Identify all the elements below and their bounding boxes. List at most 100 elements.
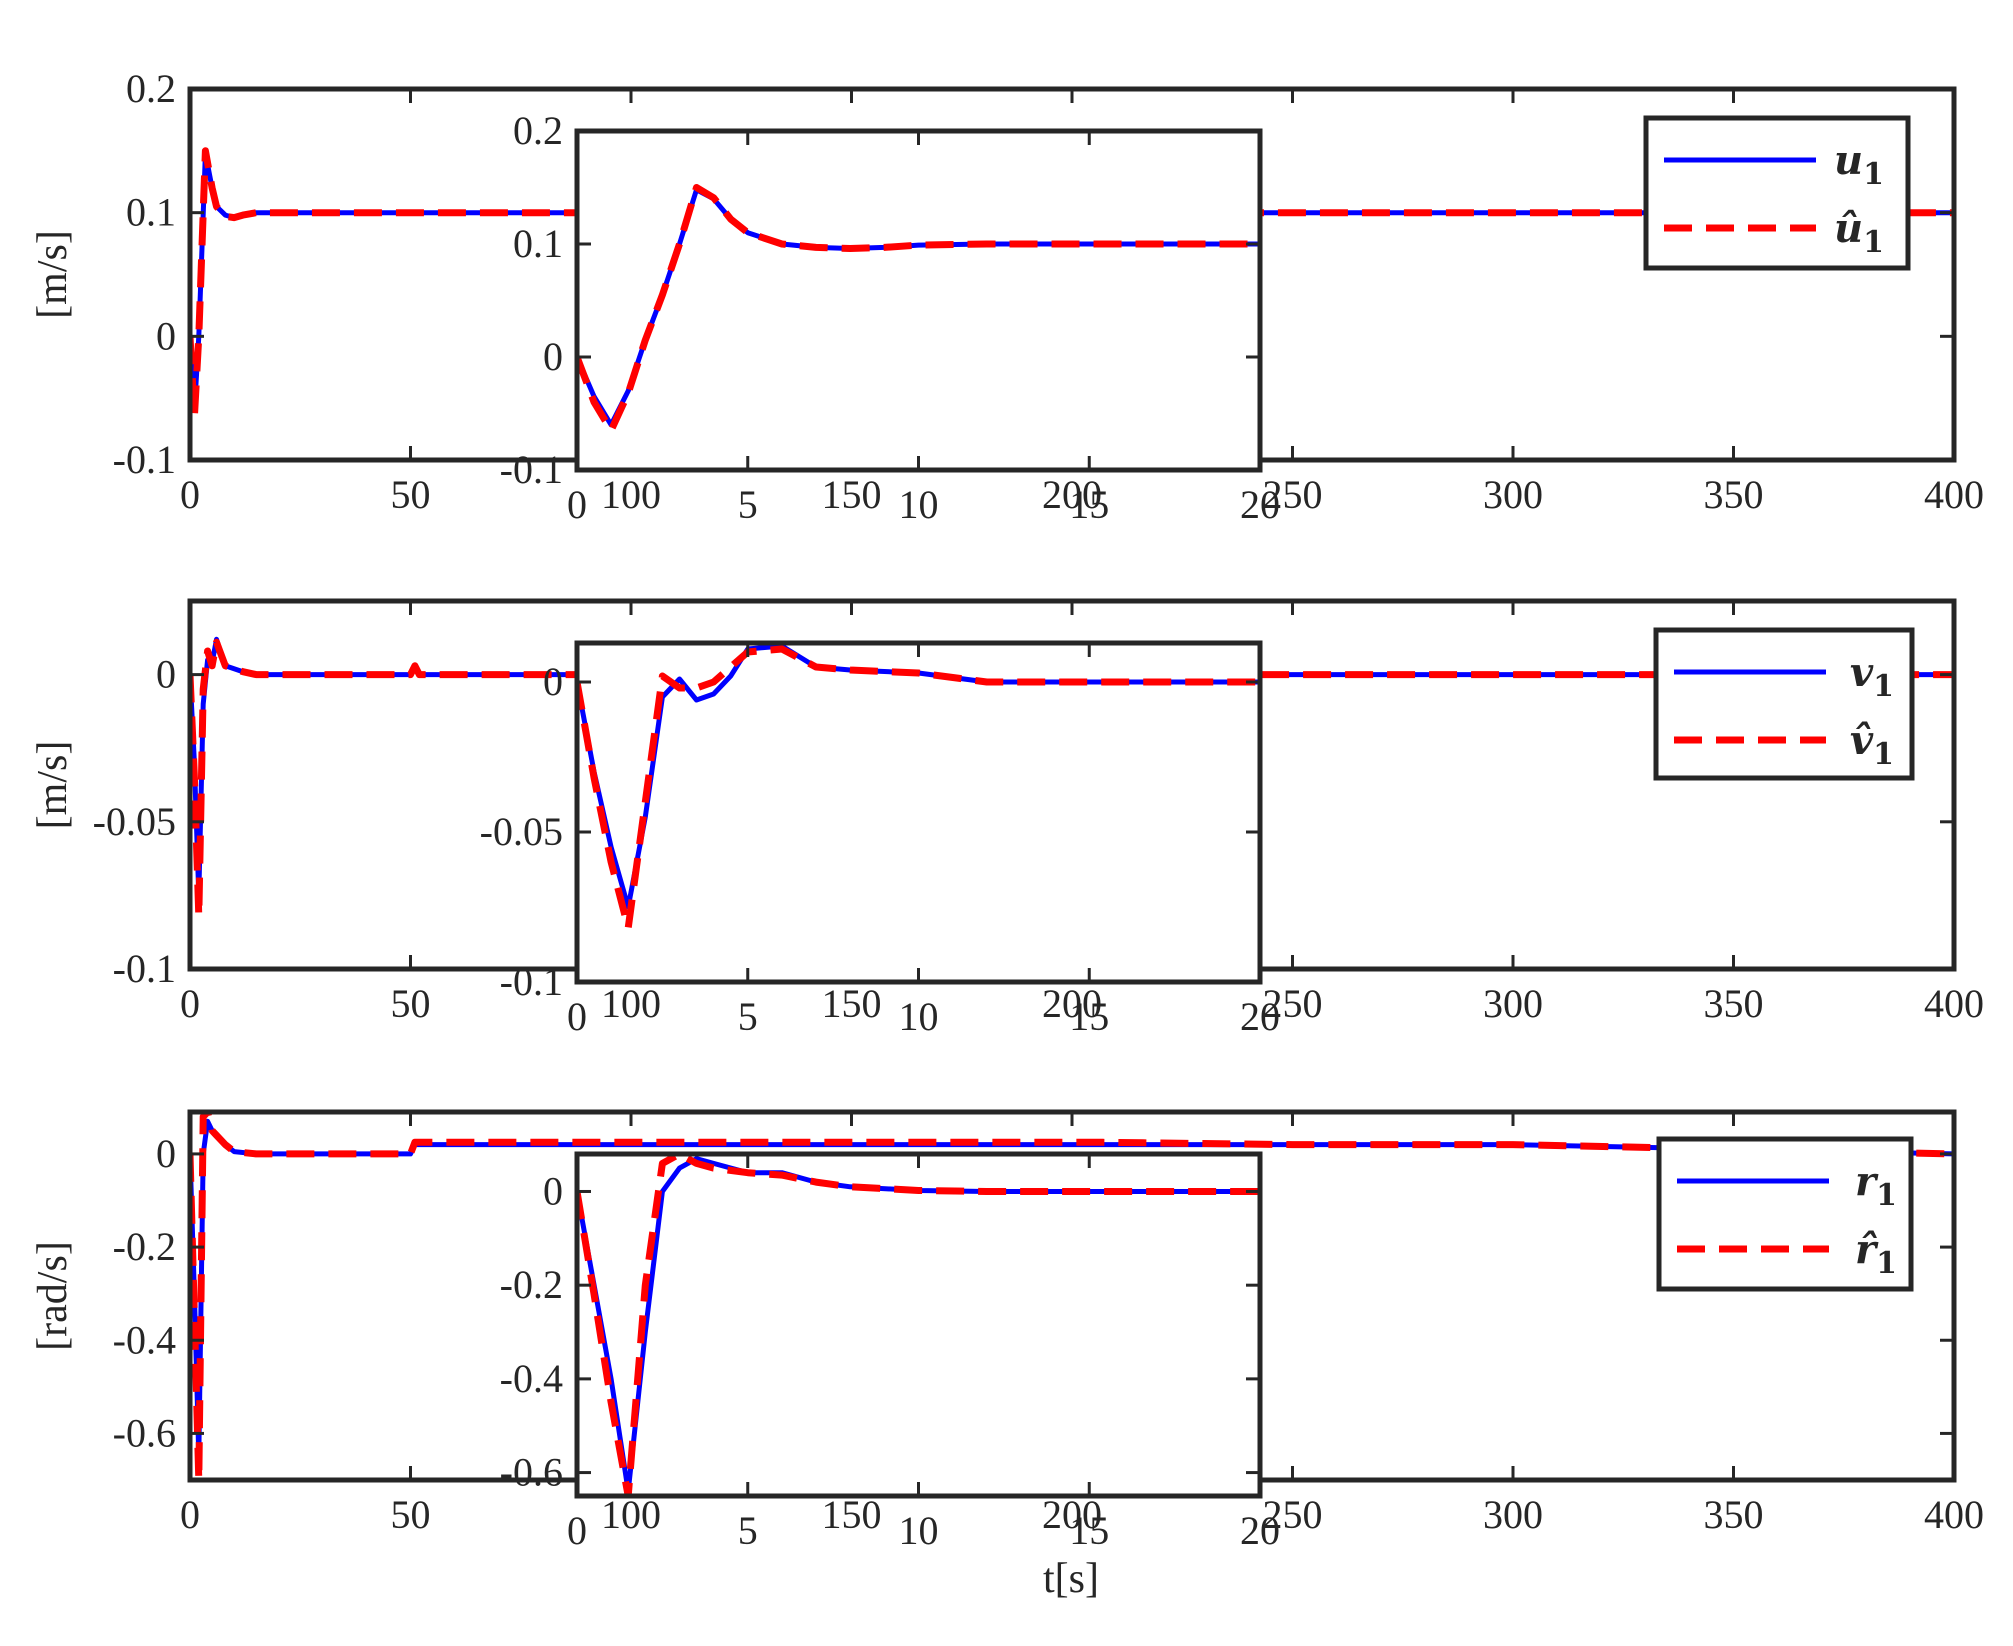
panel-2-y-tick-label: -0.05 (93, 799, 176, 844)
panel-1-x-tick-label: 150 (822, 472, 882, 517)
panel-1-x-tick-label: 400 (1924, 472, 1984, 517)
panel-1-inset-x-tick-label: 5 (738, 482, 758, 527)
legend-label-subscript: 1 (1863, 225, 1884, 260)
panel-3-x-tick-label: 250 (1263, 1492, 1323, 1537)
panel-2-y-tick-label: -0.1 (113, 946, 176, 991)
x-axis-title: t[s] (1043, 1556, 1099, 1602)
panel-2-inset-x-tick-label: 10 (899, 994, 939, 1039)
panel-1-legend-box (1643, 115, 1911, 271)
panel-3-inset-series-estimated-line (577, 1154, 1260, 1496)
panel-1-x-tick-label: 0 (180, 472, 200, 517)
panel-1-x-tick-label: 350 (1704, 472, 1764, 517)
panel-3-x-tick-label: 100 (601, 1492, 661, 1537)
panel-3-inset-x-tick-label: 10 (899, 1508, 939, 1553)
panel-2-x-tick-label: 50 (391, 981, 431, 1026)
legend-label-symbol: r̂ (1855, 1226, 1879, 1273)
panel-2-inset-series-estimated-line (577, 645, 1260, 932)
panel-2-inset-y-tick-label: -0.1 (500, 959, 563, 1004)
panel-1-legend-label: û1 (1834, 205, 1884, 260)
panel-3-inset-y-tick-label: -0.6 (500, 1450, 563, 1495)
panel-2-inset-series-group (577, 643, 1260, 932)
legend-label-subscript: 1 (1876, 1178, 1897, 1213)
panel-3-legend-label: r̂1 (1855, 1226, 1897, 1281)
panel-2-inset-y-tick-label: -0.05 (480, 809, 563, 854)
panel-2-legend: v1v̂1 (1653, 627, 1915, 781)
panel-3-series-group (190, 1112, 1954, 1480)
panel-3-legend: r1r̂1 (1656, 1136, 1914, 1292)
panel-3-inset-x-tick-label: 5 (738, 1508, 758, 1553)
panel-1-inset-background (577, 131, 1260, 470)
panel-2-y-axis-title: [m/s] (30, 741, 76, 830)
legend-label-symbol: û (1834, 205, 1863, 252)
panel-3-y-tick-label: 0 (156, 1131, 176, 1176)
panel-3-inset-background (577, 1154, 1260, 1496)
panel-3-x-tick-label: 0 (180, 1492, 200, 1537)
panel-3-y-axis-title: [rad/s] (30, 1241, 76, 1351)
legend-label-symbol: v̂ (1850, 717, 1874, 764)
panel-2-inset-group: 0 5 10 15 20 -0.1 -0.05 0 (480, 640, 1280, 1039)
panel-2-legend-box (1653, 627, 1915, 781)
legend-label-subscript: 1 (1876, 1246, 1897, 1281)
panel-2-x-tick-label: 250 (1263, 981, 1323, 1026)
panel-1-x-tick-label: 250 (1263, 472, 1323, 517)
panel-2-y-tick-label: 0 (156, 652, 176, 697)
panel-1-inset-y-tick-label: 0 (543, 334, 563, 379)
panel-3-inset-x-tick-label: 20 (1240, 1508, 1280, 1553)
panel-3-inset-y-tick-label: -0.4 (500, 1356, 563, 1401)
panel-1-x-tick-label: 200 (1042, 472, 1102, 517)
panel-1-inset-group: 0 5 10 15 20-0.100.10.2 (500, 108, 1280, 527)
panel-1-inset-y-tick-label: -0.1 (500, 447, 563, 492)
legend-label-subscript: 1 (1873, 737, 1894, 772)
legend-label-subscript: 1 (1873, 669, 1894, 704)
panel-1-inset-x-tick-label: 0 (567, 482, 587, 527)
panel-3-inset-x-tick-label: 15 (1069, 1508, 1109, 1553)
panel-3-x-tick-label: 50 (391, 1492, 431, 1537)
panel-1-inset-y-tick-label: 0.2 (513, 108, 563, 153)
legend-label-symbol: r (1855, 1158, 1879, 1205)
legend-label-subscript: 1 (1863, 157, 1884, 192)
panel-3-x-tick-label: 200 (1042, 1492, 1102, 1537)
panel-3-inset-group: 0 5 10 15 20 -0.6 -0.4 -0.2 0 (500, 1151, 1280, 1553)
panel-3-series-estimated-line (190, 1112, 1954, 1480)
panel-1-inset-x-tick-label: 10 (899, 482, 939, 527)
panel-1-y-tick-label: 0.2 (126, 66, 176, 111)
legend-label-symbol: v (1850, 649, 1874, 696)
panel-2-inset-y-tick-label: 0 (543, 659, 563, 704)
panel-2-inset-x-tick-label: 15 (1069, 994, 1109, 1039)
panel-2-legend-label: v1 (1850, 649, 1894, 704)
panel-2-x-tick-label: 350 (1704, 981, 1764, 1026)
panel-1-y-tick-label: 0 (156, 313, 176, 358)
panel-1-inset-series-group (577, 184, 1260, 434)
panel-3-inset-x-tick-label: 0 (567, 1508, 587, 1553)
panel-3-inset-y-tick-label: -0.2 (500, 1262, 563, 1307)
panel-3-x-tick-label: 300 (1483, 1492, 1543, 1537)
legend-label-symbol: u (1834, 137, 1863, 184)
panel-3-y-tick-label: -0.4 (113, 1317, 176, 1362)
panel-2-inset-x-tick-label: 0 (567, 994, 587, 1039)
panel-3-x-tick-label: 350 (1704, 1492, 1764, 1537)
panel-1-x-tick-label: 50 (391, 472, 431, 517)
panel-2-inset-background (577, 643, 1260, 982)
panel-1-legend-label: u1 (1834, 137, 1884, 192)
panel-3-inset-y-tick-label: 0 (543, 1168, 563, 1213)
panel-2-x-tick-label: 100 (601, 981, 661, 1026)
panel-3-y-tick-label: -0.2 (113, 1224, 176, 1269)
panel-2-x-tick-label: 150 (822, 981, 882, 1026)
panel-1-inset-y-tick-label: 0.1 (513, 221, 563, 266)
panel-1-x-tick-label: 100 (601, 472, 661, 517)
panel-2-x-tick-label: 300 (1483, 981, 1543, 1026)
panel-3-x-tick-label: 400 (1924, 1492, 1984, 1537)
panel-2-inset-x-tick-label: 20 (1240, 994, 1280, 1039)
panel-2-legend-label: v̂1 (1850, 717, 1894, 772)
panel-1-inset-x-tick-label: 15 (1069, 482, 1109, 527)
panel-3-y-tick-label: -0.6 (113, 1410, 176, 1455)
panel-2-x-tick-label: 400 (1924, 981, 1984, 1026)
panel-3-x-tick-label: 150 (822, 1492, 882, 1537)
panel-1-inset-x-tick-label: 20 (1240, 482, 1280, 527)
panel-2-inset-x-tick-label: 5 (738, 994, 758, 1039)
panel-3-legend-box (1656, 1136, 1914, 1292)
panel-2-x-tick-label: 200 (1042, 981, 1102, 1026)
